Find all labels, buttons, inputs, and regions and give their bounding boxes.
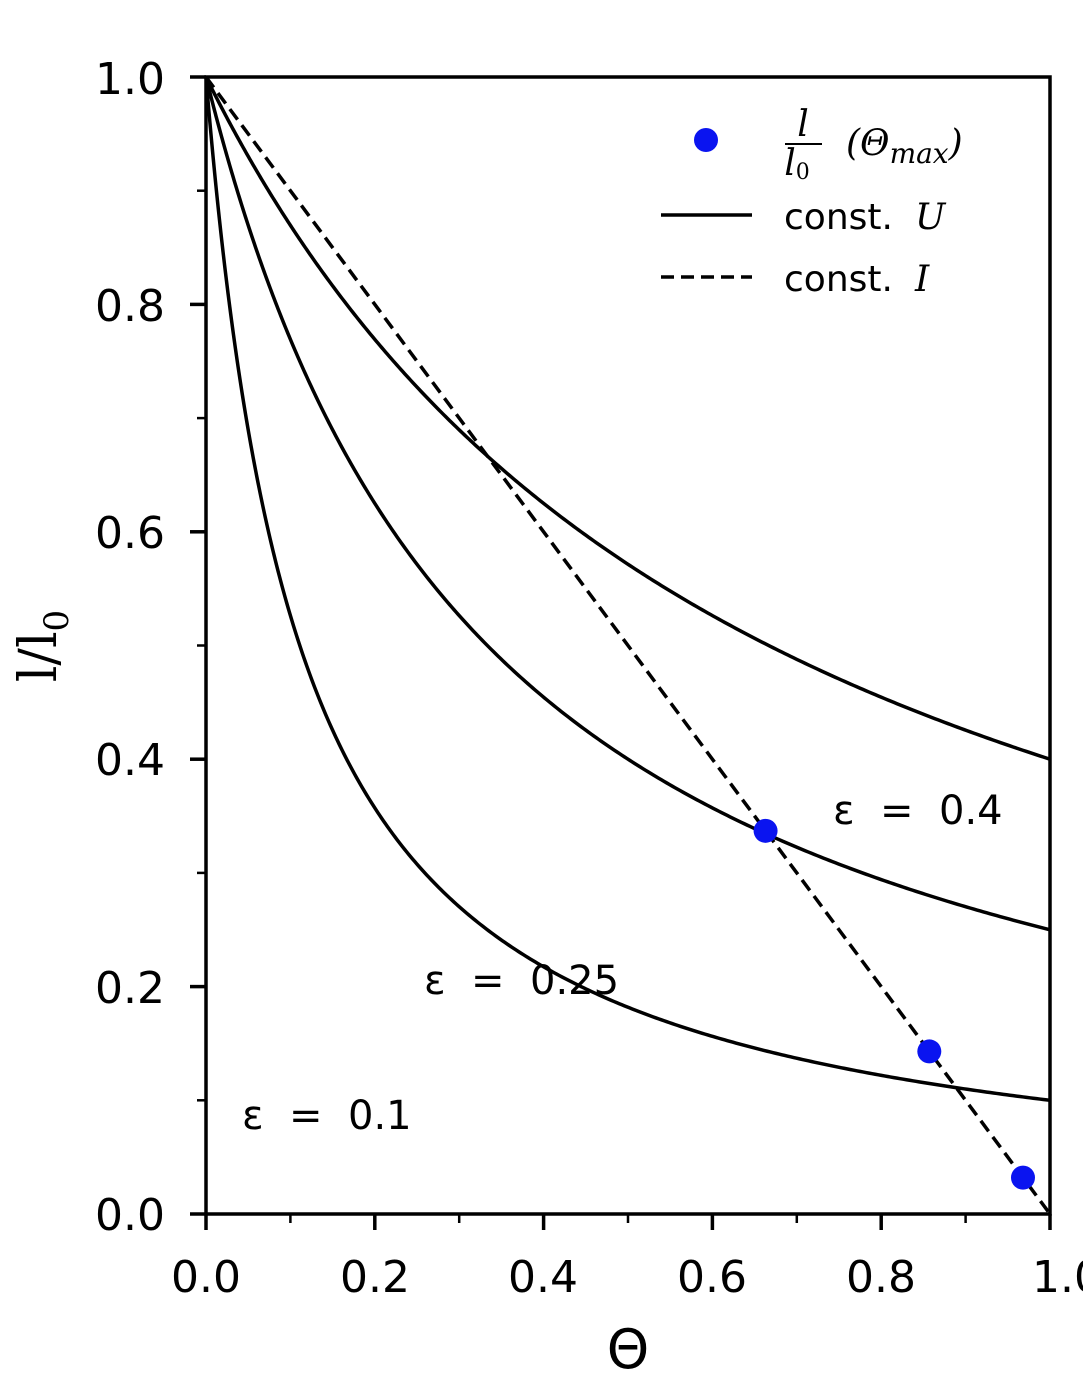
annotation-eps-0.25: ε = 0.25 [424,958,619,1004]
legend-solid-text: const. [784,197,893,238]
markers-layer [753,818,1035,1190]
x-tick-labels: 0.0 0.2 0.4 0.6 0.8 1.0 [171,1252,1083,1303]
svg-text:const.U: const. U [784,197,947,238]
legend-marker-text: (Θ [846,123,890,164]
x-tick-label: 0.8 [846,1252,916,1303]
legend-dashed-var: I [914,259,930,300]
x-tick-label: 1.0 [1032,1252,1083,1303]
series-line-const-i [204,75,1052,1216]
y-tick-labels: 0.0 0.2 0.4 0.6 0.8 1.0 [95,54,165,1241]
y-axis-title-main: l/l [9,631,69,682]
legend-marker-sub: max [890,137,949,170]
legend-solid-var: U [915,197,947,238]
y-tick-label: 0.8 [95,281,165,332]
x-tick-label: 0.4 [508,1252,578,1303]
y-axis-title-sub: 0 [37,610,77,632]
curves-layer [204,75,1052,1216]
annotation-eps-0.1: ε = 0.1 [242,1093,412,1139]
series-line-const-u [204,76,1051,1103]
y-tick-label: 0.6 [95,508,165,559]
annotation-eps-0.4: ε = 0.4 [833,788,1003,834]
x-tick-label: 0.0 [171,1252,241,1303]
legend-marker-swatch [694,128,718,152]
legend: l l0 (Θmax) const. U const. I [661,104,963,300]
series-line-const-u [204,76,1051,761]
legend-dashed-text: const. [784,259,893,300]
series-line-const-u [204,76,1051,932]
svg-text:(Θmax): (Θmax) [846,123,963,170]
y-tick-label: 0.4 [95,735,165,786]
x-tick-label: 0.2 [340,1252,410,1303]
y-tick-label: 1.0 [95,54,165,105]
legend-fraction-denominator-sub: 0 [796,160,810,185]
svg-text:const.I: const. I [784,259,930,300]
ticks-layer [190,75,1052,1230]
legend-marker-label: l l0 (Θmax) [784,104,962,185]
y-tick-label: 0.2 [95,963,165,1014]
legend-fraction-denominator: l [784,143,796,184]
legend-marker-close: ) [948,123,963,164]
data-point [1010,1165,1035,1190]
x-tick-label: 0.6 [677,1252,747,1303]
data-point [917,1039,942,1064]
svg-text:l/l0: l/l0 [9,610,77,682]
y-axis-title: l/l0 [9,610,77,682]
x-axis-title: Θ [607,1318,650,1380]
data-point [753,818,778,843]
svg-text:l0: l0 [784,143,810,185]
legend-fraction-numerator: l [797,104,809,145]
y-tick-label: 0.0 [95,1190,165,1241]
